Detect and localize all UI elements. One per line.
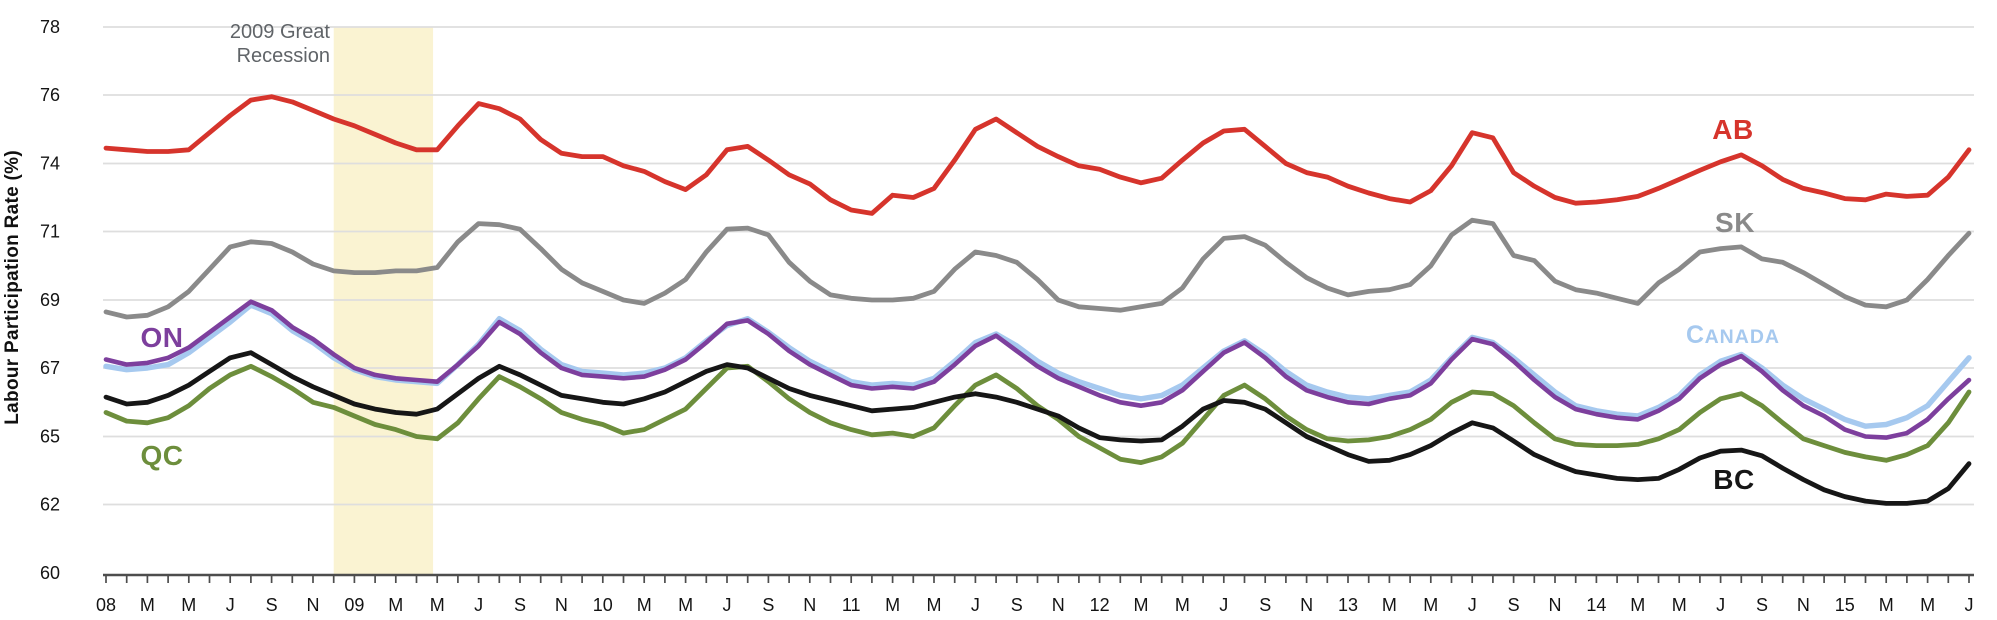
x-tick-label-J-33: J <box>1468 595 1477 615</box>
x-tick-label-J-3: J <box>226 595 235 615</box>
x-tick-label-M-13: M <box>637 595 652 615</box>
x-tick-label-S-40: S <box>1756 595 1768 615</box>
x-tick-label-M-8: M <box>430 595 445 615</box>
x-tick-label-N-29: N <box>1300 595 1313 615</box>
x-tick-label-13-30: 13 <box>1338 595 1358 615</box>
x-tick-label-M-25: M <box>1134 595 1149 615</box>
y-axis-title-text: Labour Participation Rate (%) <box>2 150 23 425</box>
x-tick-label-N-17: N <box>803 595 816 615</box>
x-tick-label-S-16: S <box>762 595 774 615</box>
x-tick-label-S-28: S <box>1259 595 1271 615</box>
x-tick-label-J-21: J <box>971 595 980 615</box>
series-label-ON: ON <box>140 322 184 353</box>
series-label-BC: BC <box>1713 464 1755 495</box>
x-tick-label-J-27: J <box>1219 595 1228 615</box>
series-label-QC: QC <box>140 440 184 471</box>
recession-annotation-line2: Recession <box>236 45 330 68</box>
x-tick-label-N-35: N <box>1549 595 1562 615</box>
y-tick-label-74: 74 <box>40 154 60 174</box>
series-line-BC <box>103 350 1972 506</box>
x-tick-label-J-9: J <box>474 595 483 615</box>
x-tick-label-12-24: 12 <box>1090 595 1110 615</box>
x-tick-label-M-43: M <box>1879 595 1894 615</box>
series-line-ON <box>103 299 1972 440</box>
x-tick-label-S-10: S <box>514 595 526 615</box>
x-tick-label-11-18: 11 <box>842 595 861 615</box>
x-tick-label-M-31: M <box>1382 595 1397 615</box>
x-tick-label-M-7: M <box>388 595 403 615</box>
recession-annotation: 2009 Great Recession <box>140 20 330 69</box>
x-tick-label-M-38: M <box>1672 595 1687 615</box>
x-tick-label-N-5: N <box>307 595 320 615</box>
y-tick-label-71: 71 <box>40 222 60 242</box>
x-tick-label-M-1: M <box>140 595 155 615</box>
series-line-QC <box>103 363 1972 466</box>
x-tick-label-14-36: 14 <box>1586 595 1606 615</box>
x-tick-label-M-37: M <box>1630 595 1645 615</box>
x-tick-label-N-23: N <box>1052 595 1065 615</box>
x-tick-label-N-11: N <box>555 595 568 615</box>
series-line-SK <box>103 217 1972 320</box>
x-tick-label-M-14: M <box>678 595 693 615</box>
y-axis-title: Labour Participation Rate (%) <box>2 0 24 575</box>
x-tick-label-J-45: J <box>1965 595 1974 615</box>
x-tick-label-J-15: J <box>723 595 732 615</box>
y-tick-label-78: 78 <box>40 17 60 37</box>
series-line-AB <box>103 94 1972 216</box>
x-tick-label-15-42: 15 <box>1835 595 1855 615</box>
recession-band <box>333 27 434 575</box>
x-tick-label-M-44: M <box>1920 595 1935 615</box>
x-tick-label-M-20: M <box>927 595 942 615</box>
x-tick-label-10-12: 10 <box>593 595 613 615</box>
y-tick-label-67: 67 <box>40 358 60 378</box>
series-label-SK: SK <box>1715 207 1755 238</box>
y-tick-label-69: 69 <box>40 290 60 310</box>
x-tick-label-08-0: 08 <box>96 595 116 615</box>
recession-annotation-line1: 2009 Great <box>229 21 330 43</box>
y-tick-label-60: 60 <box>40 563 60 583</box>
x-tick-label-09-6: 09 <box>344 595 364 615</box>
x-tick-label-M-2: M <box>181 595 196 615</box>
y-tick-label-65: 65 <box>40 427 60 447</box>
x-tick-label-M-26: M <box>1175 595 1190 615</box>
y-tick-label-76: 76 <box>40 85 60 105</box>
x-tick-label-M-19: M <box>885 595 900 615</box>
series-label-Canada: CANADA <box>1686 321 1780 349</box>
series-label-AB: AB <box>1712 114 1754 145</box>
x-tick-label-S-34: S <box>1508 595 1520 615</box>
y-tick-label-62: 62 <box>40 495 60 515</box>
x-tick-label-S-22: S <box>1011 595 1023 615</box>
x-tick-label-S-4: S <box>266 595 278 615</box>
x-tick-label-N-41: N <box>1797 595 1810 615</box>
x-tick-label-M-32: M <box>1423 595 1438 615</box>
x-tick-label-J-39: J <box>1716 595 1725 615</box>
